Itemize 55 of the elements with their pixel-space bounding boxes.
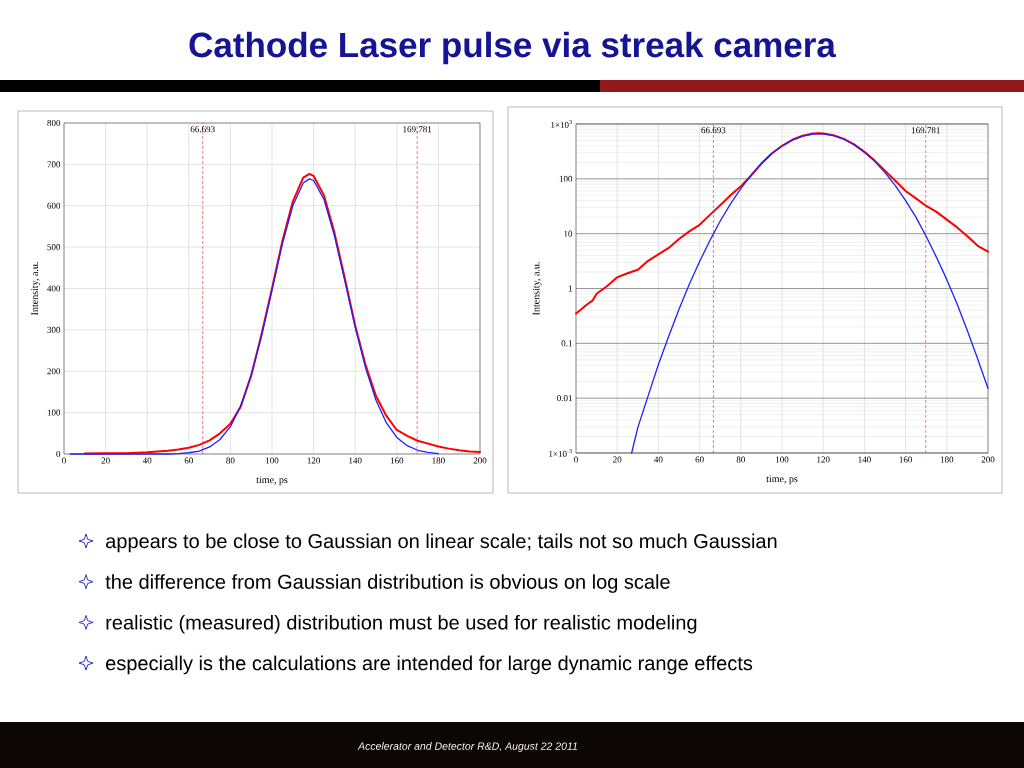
y-tick-label: 700 (47, 161, 61, 168)
y-tick-label: 1 (568, 285, 572, 292)
x-tick-label: 40 (142, 457, 152, 464)
x-tick-label: 80 (736, 456, 745, 463)
y-tick-label: 500 (47, 244, 61, 251)
x-tick-label: 200 (981, 456, 995, 463)
y-tick-label: 1×10$^{3}$ (551, 120, 572, 128)
x-axis-title: time, ps (766, 475, 798, 485)
line-series (630, 133, 989, 454)
y-tick-label: 100 (47, 409, 61, 416)
text: especially is the calculations are intended for large dynamic range effects (106, 655, 753, 675)
x-tick-label: 0 (574, 456, 578, 463)
x-tick-label: 160 (390, 457, 404, 464)
y-tick-label: 100 (559, 175, 573, 182)
ref-line-label: 66.693 (701, 127, 726, 134)
x-tick-label: 180 (432, 457, 445, 464)
ref-line-label: 169.781 (911, 127, 940, 134)
y-axis-title: Intensity, a.u. (532, 262, 542, 316)
x-tick-label: 20 (101, 457, 110, 464)
x-tick-label: 20 (613, 456, 622, 463)
x-tick-label: 100 (776, 456, 789, 463)
x-tick-label: 200 (473, 457, 487, 464)
y-tick-label: 1×10$^{-3}$ (549, 449, 572, 457)
y-tick-label: 200 (47, 368, 61, 375)
x-tick-label: 60 (695, 456, 704, 463)
text: realistic (measured) distribution must be used for realistic modeling (106, 614, 697, 634)
text: the difference from Gaussian distribution is obvious on log scale (105, 574, 670, 593)
line-series (69, 178, 440, 455)
x-tick-label: 100 (266, 457, 279, 464)
y-tick-label: 0.1 (561, 340, 572, 347)
x-tick-label: 60 (184, 457, 193, 464)
x-tick-label: 0 (62, 457, 66, 464)
x-tick-label: 180 (940, 456, 954, 463)
y-tick-label: 0 (56, 450, 61, 458)
ref-line-label: 66.693 (190, 126, 215, 133)
y-tick-label: 300 (47, 326, 61, 333)
x-axis-title: time, ps (256, 476, 288, 486)
y-tick-label: 400 (47, 285, 61, 292)
x-tick-label: 140 (858, 456, 871, 463)
y-tick-label: 800 (47, 119, 61, 127)
ref-line-label: 169.781 (403, 126, 432, 133)
text: appears to be close to Gaussian on linear scale; tails not so much Gaussian (106, 533, 777, 553)
y-tick-label: 10 (564, 230, 573, 237)
y-tick-label: 600 (47, 202, 61, 209)
y-axis-title: Intensity, a.u. (31, 262, 41, 316)
text: Accelerator and Detector R&D, August 22 2011 (357, 742, 578, 752)
y-tick-label: 0.01 (557, 395, 572, 402)
x-tick-label: 140 (349, 457, 362, 464)
x-tick-label: 120 (817, 456, 830, 463)
x-tick-label: 160 (899, 456, 913, 463)
x-tick-label: 40 (654, 456, 663, 463)
x-tick-label: 80 (226, 457, 235, 464)
x-tick-label: 120 (307, 457, 321, 464)
chart-title: Cathode Laser pulse via streak camera (189, 31, 837, 65)
line-series (575, 132, 990, 315)
